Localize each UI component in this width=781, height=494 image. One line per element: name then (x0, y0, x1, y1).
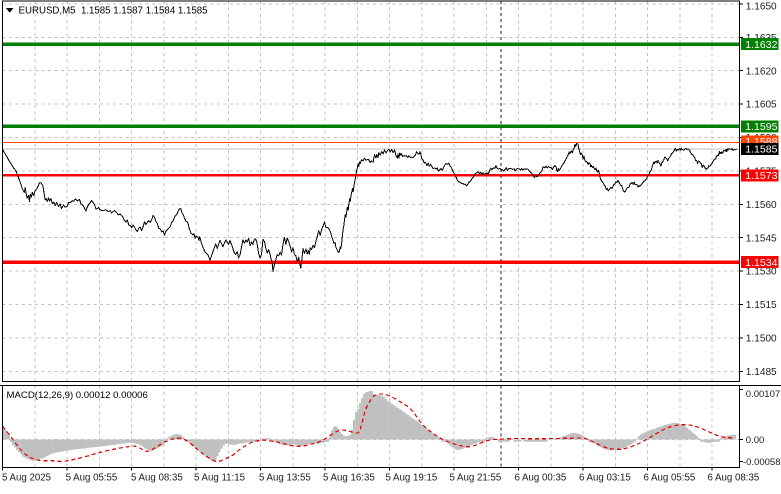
svg-text:5 Aug 05:55: 5 Aug 05:55 (66, 473, 118, 484)
svg-text:1.1500: 1.1500 (746, 334, 777, 345)
svg-text:6 Aug 05:55: 6 Aug 05:55 (644, 473, 696, 484)
svg-text:1.1620: 1.1620 (746, 66, 777, 77)
svg-text:1.1595: 1.1595 (745, 121, 777, 133)
svg-text:0.00107: 0.00107 (746, 389, 780, 400)
svg-text:1.1632: 1.1632 (745, 39, 777, 51)
svg-text:1.1560: 1.1560 (746, 200, 777, 211)
svg-text:6 Aug 03:15: 6 Aug 03:15 (579, 473, 631, 484)
svg-text:EURUSD,M5 1.1585 1.1587 1.158: EURUSD,M5 1.1585 1.1587 1.1584 1.1585 (19, 6, 208, 17)
svg-text:5 Aug 21:55: 5 Aug 21:55 (450, 473, 502, 484)
svg-text:MACD(12,26,9) 0.00012 0.00006: MACD(12,26,9) 0.00012 0.00006 (7, 390, 148, 401)
svg-text:1.1605: 1.1605 (746, 100, 777, 111)
svg-text:5 Aug 11:15: 5 Aug 11:15 (194, 473, 245, 484)
svg-text:1.1650: 1.1650 (746, 1, 777, 12)
svg-text:-0.00058: -0.00058 (743, 457, 781, 468)
svg-text:5 Aug 2025: 5 Aug 2025 (2, 473, 51, 484)
svg-text:1.1530: 1.1530 (746, 267, 777, 278)
svg-text:5 Aug 16:35: 5 Aug 16:35 (323, 473, 375, 484)
svg-text:1.1534: 1.1534 (745, 257, 777, 269)
svg-text:0.00: 0.00 (746, 435, 765, 446)
svg-text:5 Aug 19:15: 5 Aug 19:15 (386, 473, 438, 484)
svg-text:6 Aug 08:35: 6 Aug 08:35 (708, 473, 760, 484)
svg-text:1.1485: 1.1485 (746, 367, 777, 378)
svg-text:1.1545: 1.1545 (746, 233, 777, 244)
svg-text:1.1515: 1.1515 (746, 300, 777, 311)
svg-text:5 Aug 08:35: 5 Aug 08:35 (131, 473, 183, 484)
svg-text:1.1585: 1.1585 (745, 144, 777, 156)
svg-text:6 Aug 00:35: 6 Aug 00:35 (515, 473, 567, 484)
svg-text:1.1573: 1.1573 (745, 170, 777, 182)
svg-text:5 Aug 13:55: 5 Aug 13:55 (259, 473, 311, 484)
